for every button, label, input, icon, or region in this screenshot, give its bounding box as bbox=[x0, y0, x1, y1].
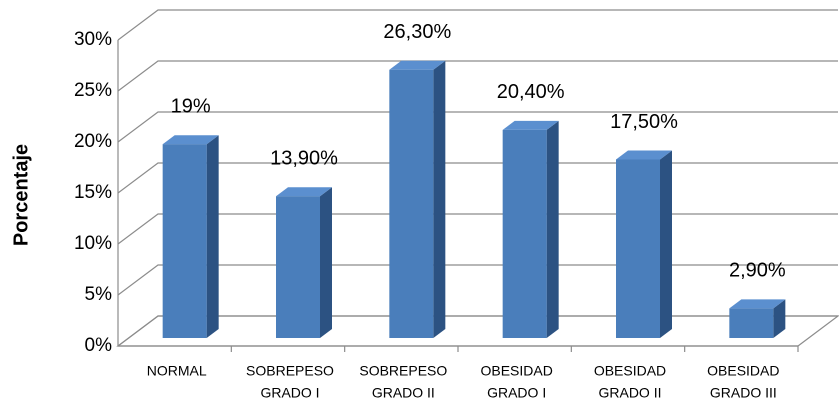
y-tick-label: 15% bbox=[74, 182, 112, 203]
bar-front bbox=[162, 144, 207, 338]
y-tick-label: 5% bbox=[85, 284, 113, 305]
value-label: 20,40% bbox=[497, 81, 565, 103]
bar bbox=[276, 187, 332, 338]
bar-side bbox=[773, 299, 786, 338]
y-tick-label: 30% bbox=[74, 29, 112, 50]
x-tick-label: OBESIDAD bbox=[594, 363, 666, 379]
bar-top bbox=[162, 135, 219, 145]
value-label: 19% bbox=[171, 95, 211, 117]
x-tick-label: GRADO I bbox=[487, 385, 546, 401]
bar-front bbox=[276, 196, 320, 338]
x-tick-label: SOBREPESO bbox=[246, 363, 334, 379]
bar-top bbox=[389, 60, 446, 70]
grid-line bbox=[117, 9, 838, 41]
value-label: 2,90% bbox=[729, 260, 786, 282]
bar-front bbox=[729, 308, 774, 338]
bar-side bbox=[546, 120, 559, 338]
y-tick-label: 0% bbox=[85, 335, 113, 356]
y-tick-label: 25% bbox=[74, 80, 112, 101]
x-tick-label: GRADO III bbox=[710, 385, 777, 401]
value-label: 26,30% bbox=[383, 21, 451, 43]
bar-top bbox=[616, 150, 672, 160]
bar-side bbox=[660, 150, 672, 338]
bar bbox=[729, 299, 786, 338]
x-tick-label: GRADO II bbox=[372, 385, 435, 401]
x-tick-label: GRADO I bbox=[260, 385, 319, 401]
bar-side bbox=[206, 135, 219, 338]
bar-top bbox=[276, 187, 332, 197]
bar-side bbox=[433, 60, 446, 339]
bar-front bbox=[389, 69, 434, 339]
grid-line bbox=[117, 264, 838, 296]
grid-line bbox=[117, 162, 838, 194]
y-tick-label: 20% bbox=[74, 131, 112, 152]
grid-line bbox=[117, 60, 838, 92]
bar bbox=[162, 135, 219, 338]
x-tick-label: OBESIDAD bbox=[480, 363, 552, 379]
bar-side bbox=[320, 187, 332, 338]
bar-front bbox=[616, 159, 660, 338]
bar bbox=[389, 60, 446, 339]
x-tick-label: NORMAL bbox=[147, 363, 207, 379]
bar-top bbox=[502, 120, 559, 130]
x-tick-label: GRADO II bbox=[598, 385, 661, 401]
x-tick-label: SOBREPESO bbox=[359, 363, 447, 379]
x-tick-label: OBESIDAD bbox=[707, 363, 779, 379]
grid-line bbox=[117, 111, 838, 143]
y-tick-label: 10% bbox=[74, 233, 112, 254]
bar-front bbox=[502, 129, 547, 338]
value-label: 13,90% bbox=[270, 148, 338, 170]
value-label: 17,50% bbox=[610, 111, 678, 133]
bar-top bbox=[729, 299, 786, 309]
grid-line bbox=[117, 315, 838, 347]
y-axis-label: Porcentaje bbox=[10, 144, 32, 246]
bar bbox=[502, 120, 559, 338]
bar bbox=[616, 150, 672, 338]
grid-line bbox=[117, 213, 838, 245]
